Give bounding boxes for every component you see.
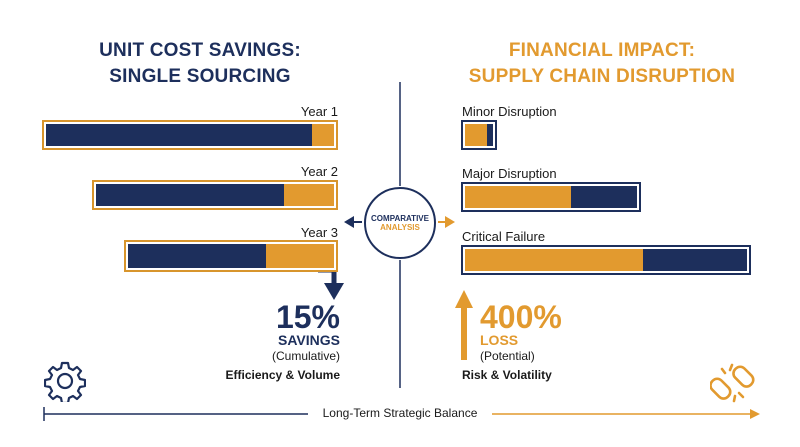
left-title-line1: UNIT COST SAVINGS: [99, 40, 301, 61]
bar-minor-orange [465, 124, 487, 146]
footer-label: Long-Term Strategic Balance [322, 406, 478, 420]
bar-year2-orange [284, 184, 334, 206]
center-line1: COMPARATIVE [371, 214, 429, 223]
gear-icon [44, 361, 86, 402]
bar-major [461, 182, 641, 212]
up-arrow [455, 290, 473, 308]
bar-year3 [124, 240, 338, 272]
bar-label-critical: Critical Failure [462, 229, 546, 244]
bar-major-navy [571, 186, 637, 208]
bar-critical-orange [465, 249, 643, 271]
bar-label-major: Major Disruption [462, 166, 557, 181]
bar-label-year2: Year 2 [300, 164, 338, 179]
bar-year2 [92, 180, 338, 210]
left-title: UNIT COST SAVINGS: SINGLE SOURCING [40, 38, 360, 90]
bar-major-orange [465, 186, 571, 208]
comparative-analysis-circle: COMPARATIVE ANALYSIS [364, 187, 436, 259]
bar-minor-navy [487, 124, 493, 146]
loss-label: LOSS [480, 332, 519, 348]
bar-year2-navy [96, 184, 284, 206]
right-tagline: Risk & Volatility [462, 368, 552, 382]
center-line2: ANALYSIS [380, 223, 420, 232]
arrow-left [344, 216, 354, 228]
bar-critical-navy [643, 249, 747, 271]
bar-year3-navy [128, 244, 266, 268]
loss-note: (Potential) [480, 349, 535, 363]
bar-year1-navy [46, 124, 312, 146]
bar-year3-orange [266, 244, 334, 268]
down-arrow [324, 283, 344, 300]
bar-label-year1: Year 1 [300, 104, 338, 119]
bar-critical [461, 245, 751, 275]
bar-label-year3: Year 3 [300, 225, 338, 240]
savings-label: SAVINGS [278, 332, 340, 348]
arrow-right [445, 216, 455, 228]
broken-chain-icon [710, 363, 755, 403]
right-title-line2: SUPPLY CHAIN DISRUPTION [468, 66, 736, 87]
loss-value: 400% [480, 299, 562, 335]
savings-note: (Cumulative) [271, 349, 340, 363]
bar-label-minor: Minor Disruption [462, 104, 557, 119]
right-title-line1: FINANCIAL IMPACT: [508, 40, 696, 61]
left-title-line2: SINGLE SOURCING [109, 66, 291, 87]
savings-value: 15% [275, 299, 340, 335]
left-tagline: Efficiency & Volume [225, 368, 340, 382]
right-title: FINANCIAL IMPACT: SUPPLY CHAIN DISRUPTIO… [432, 38, 772, 90]
bar-year1 [42, 120, 338, 150]
bar-year1-orange [312, 124, 334, 146]
bar-minor [461, 120, 497, 150]
